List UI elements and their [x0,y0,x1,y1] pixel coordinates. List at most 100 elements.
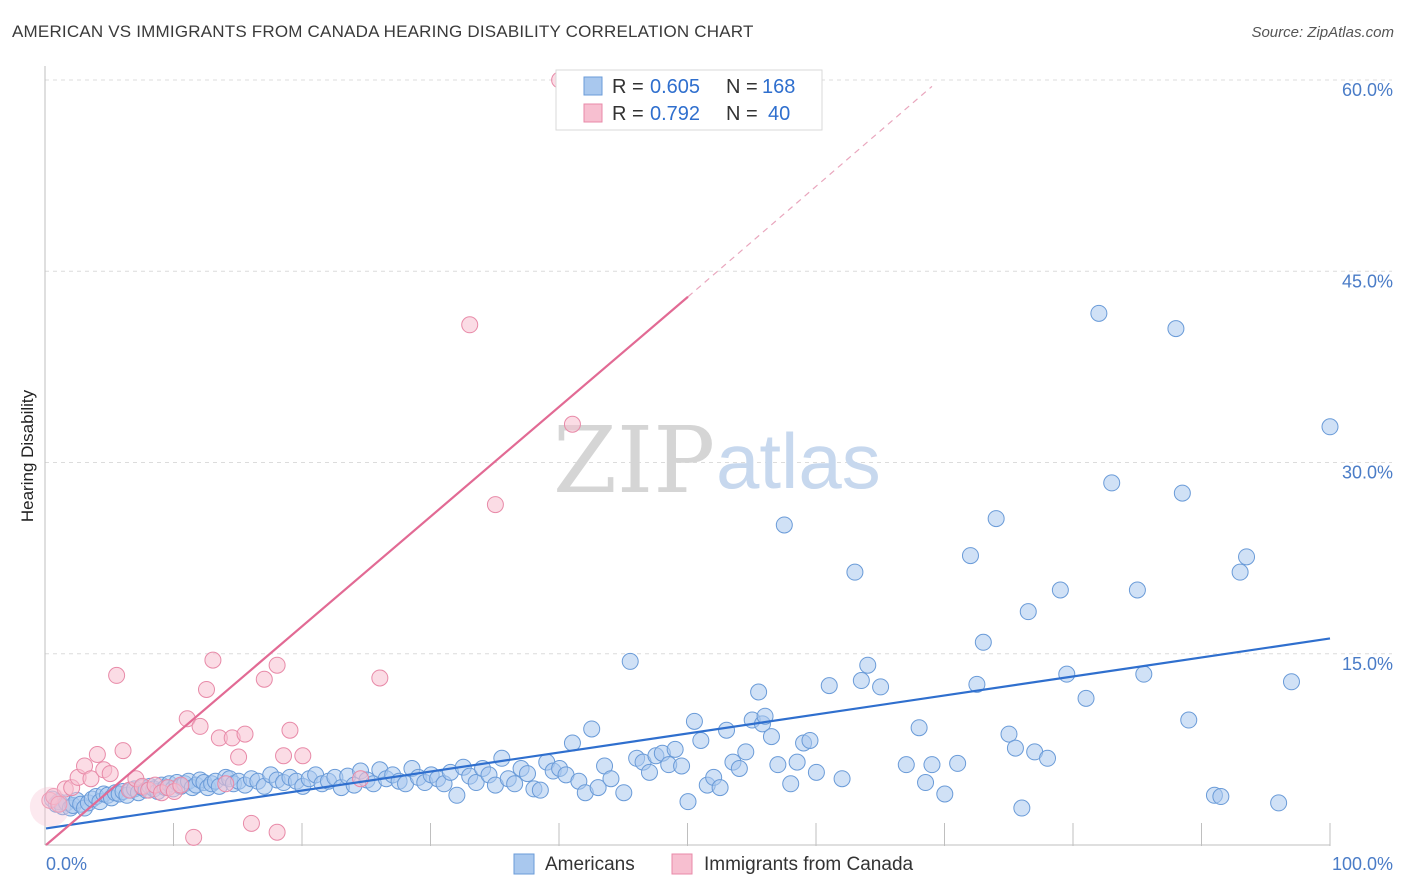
source-label: Source: ZipAtlas.com [1251,24,1394,41]
americans-point [583,720,601,738]
americans-point [1238,548,1256,566]
americans-point [1000,725,1018,743]
immigrants-point [82,770,100,788]
americans-point [493,749,511,767]
immigrants-cluster [29,786,70,827]
legend-r-label-immigrants: R = [612,103,644,125]
grid-lines [45,79,1392,655]
americans-point [872,678,890,696]
americans-point [897,756,915,774]
immigrants-point [268,656,286,674]
x-tick-label-min: 0.0% [46,854,87,874]
americans-point [910,719,928,737]
legend-r-value-americans: 0.605 [650,76,700,98]
y-tick-label: 15.0% [1342,654,1393,674]
y-axis-title: Hearing Disability [18,389,37,522]
immigrants-point [461,316,479,334]
immigrants-point [268,823,286,841]
americans-point [1128,581,1146,599]
americans-point [936,785,954,803]
legend-n-label-immigrants: N = [726,103,758,125]
americans-point [762,728,780,746]
americans-point [788,753,806,771]
americans-point [506,775,524,793]
trend-lines [45,85,1331,846]
bottom-legend-swatch-americans [513,853,535,875]
immigrants-point [198,680,215,698]
americans-point [602,770,620,788]
americans-point [782,775,800,793]
legend-n-label-americans: N = [726,76,758,98]
chart-title: AMERICAN VS IMMIGRANTS FROM CANADA HEARI… [12,22,754,41]
americans-point [1039,749,1057,767]
y-tick-label: 60.0% [1342,80,1393,100]
americans-point [1019,603,1037,621]
americans-point [621,652,639,670]
immigrants-point [563,415,581,433]
americans-point [711,779,729,797]
legend-swatch-immigrants [583,103,603,123]
immigrants-point [108,666,126,684]
americans-point [1321,418,1339,436]
americans-point [859,656,877,674]
americans-point [846,563,864,581]
immigrants-point [242,814,260,832]
immigrants-point [275,747,293,765]
americans-point [673,757,691,775]
americans-point [833,770,851,788]
legend-n-value-immigrants: 40 [768,103,790,125]
americans-point [1090,304,1108,322]
americans-point [448,786,466,804]
americans-point [1270,794,1288,812]
immigrants-point [281,721,299,739]
americans-point [949,754,967,772]
americans-point [769,756,787,774]
bottom-legend-label-americans: Americans [545,854,635,875]
americans-point [852,672,870,690]
axes [44,66,1331,846]
americans-point [961,547,979,565]
immigrants-point [191,717,209,735]
americans-point [923,756,941,774]
bottom-legend-swatch-immigrants [671,853,693,875]
bottom-legend-label-immigrants: Immigrants from Canada [704,854,914,875]
immigrants-point [486,496,504,514]
immigrants-point [172,776,190,794]
americans-point [615,784,633,802]
immigrants-point [101,765,119,783]
legend-r-value-immigrants: 0.792 [650,103,700,125]
americans-point [968,675,986,693]
immigrants-point [236,725,254,743]
immigrants-point [185,828,203,846]
americans-point [1135,665,1153,683]
trend-line-americans [45,637,1331,830]
y-tick-label: 45.0% [1342,271,1393,291]
immigrants-point [230,748,248,766]
americans-point [1173,484,1191,502]
americans-point [531,781,549,799]
americans-point [1013,799,1031,817]
americans-point [1051,581,1069,599]
americans-point [685,712,703,730]
immigrants-point [255,670,273,688]
americans-point [1167,320,1185,338]
x-tick-labels: 0.0% 100.0% [46,854,1393,874]
americans-point [820,677,838,695]
americans-point [987,510,1005,528]
americans-point [718,721,736,739]
americans-point [974,633,992,651]
watermark-atlas: atlas [716,417,881,505]
americans-point [1180,711,1198,729]
americans-point [1058,665,1076,683]
immigrants-point [88,745,106,763]
americans-point [1103,474,1121,492]
americans-point [1006,739,1024,757]
immigrants-point [50,795,68,813]
trend-line-immigrants-extension [687,85,933,298]
y-tick-labels: 15.0% 30.0% 45.0% 60.0% [1342,80,1393,674]
immigrants-point [352,770,370,788]
americans-point [519,765,536,783]
immigrants-point [371,669,389,687]
americans-point [750,683,768,701]
